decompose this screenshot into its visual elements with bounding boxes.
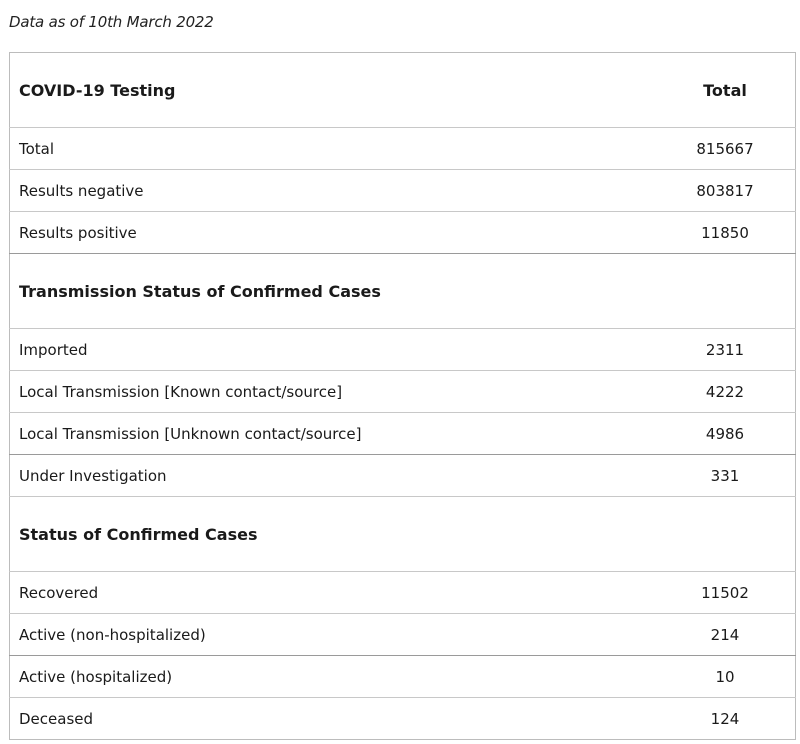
row-label: Active (non-hospitalized): [9, 613, 655, 656]
table-row: Imported 2311: [9, 328, 796, 371]
row-label: Imported: [9, 328, 655, 371]
row-value: 2311: [655, 328, 796, 371]
row-label: Deceased: [9, 697, 655, 740]
table-header-row: COVID-19 Testing Total: [9, 52, 796, 128]
row-value: 124: [655, 697, 796, 740]
table-row: Recovered 11502: [9, 571, 796, 614]
row-value: 4222: [655, 370, 796, 413]
row-value: 4986: [655, 412, 796, 455]
table-row: Results positive 11850: [9, 211, 796, 254]
row-label: Results positive: [9, 211, 655, 254]
table-row: Local Transmission [Known contact/source…: [9, 370, 796, 413]
row-label: Active (hospitalized): [9, 655, 655, 698]
row-value: 803817: [655, 169, 796, 212]
row-label: Results negative: [9, 169, 655, 212]
section-header-transmission: Transmission Status of Confirmed Cases: [9, 253, 796, 329]
row-label: Under Investigation: [9, 454, 655, 497]
row-label: Total: [9, 127, 655, 170]
table-row: Active (hospitalized) 10: [9, 655, 796, 698]
row-value: 11502: [655, 571, 796, 614]
column-header-label: COVID-19 Testing: [9, 52, 655, 128]
row-label: Recovered: [9, 571, 655, 614]
row-value: 10: [655, 655, 796, 698]
table-row: Deceased 124: [9, 697, 796, 740]
table-row: Local Transmission [Unknown contact/sour…: [9, 412, 796, 455]
row-label: Local Transmission [Known contact/source…: [9, 370, 655, 413]
table-row: Active (non-hospitalized) 214: [9, 613, 796, 656]
row-value: 11850: [655, 211, 796, 254]
table-row: Total 815667: [9, 127, 796, 170]
covid-testing-table: COVID-19 Testing Total Total 815667 Resu…: [9, 52, 796, 740]
row-value: 214: [655, 613, 796, 656]
data-as-of-note: Data as of 10th March 2022: [9, 13, 214, 31]
section-title: Status of Confirmed Cases: [9, 496, 796, 572]
section-header-status: Status of Confirmed Cases: [9, 496, 796, 572]
section-title: Transmission Status of Confirmed Cases: [9, 253, 796, 329]
column-header-total: Total: [655, 52, 796, 128]
row-value: 331: [655, 454, 796, 497]
table-row: Results negative 803817: [9, 169, 796, 212]
row-value: 815667: [655, 127, 796, 170]
row-label: Local Transmission [Unknown contact/sour…: [9, 412, 655, 455]
table-row: Under Investigation 331: [9, 454, 796, 497]
